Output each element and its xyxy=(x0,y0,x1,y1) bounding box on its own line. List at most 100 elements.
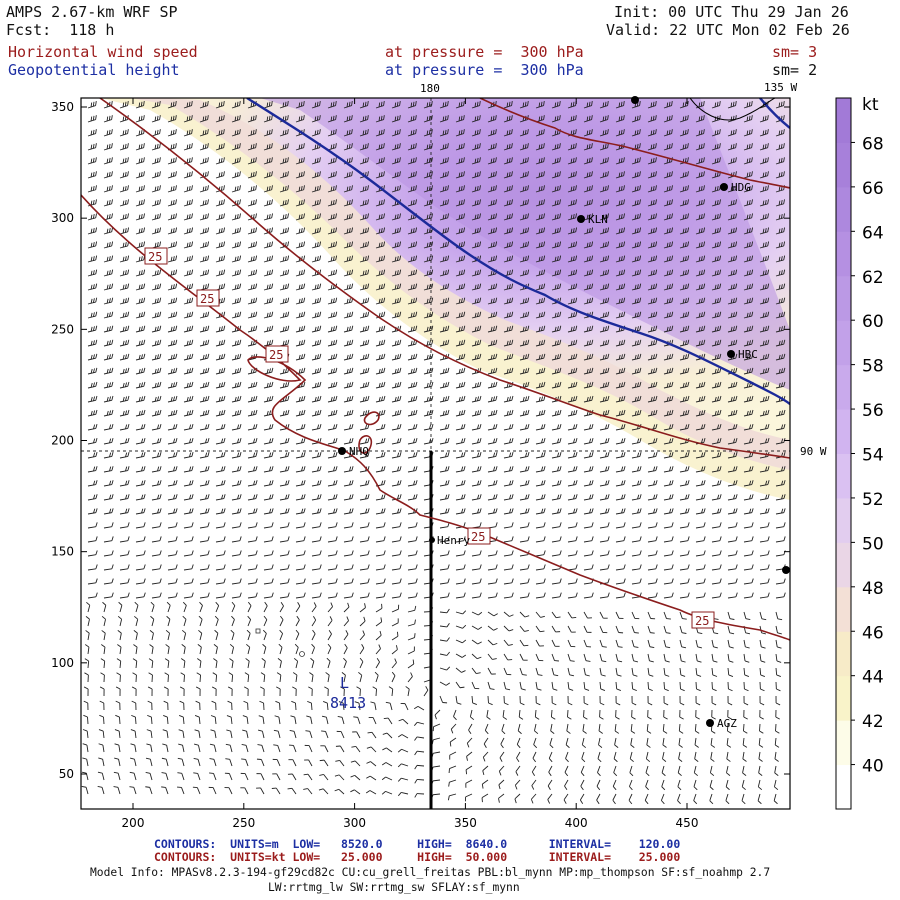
wind-barb xyxy=(231,171,241,179)
wind-barb xyxy=(679,452,690,459)
wind-barb xyxy=(487,564,498,571)
wind-barb xyxy=(103,438,114,445)
wind-barb xyxy=(775,480,786,487)
wind-barb xyxy=(615,283,626,291)
wind-barb xyxy=(743,522,754,529)
wind-barb xyxy=(711,199,721,207)
wind-barb xyxy=(519,578,530,585)
wind-barb xyxy=(439,637,450,642)
wind-barb xyxy=(599,311,610,319)
wind-barb xyxy=(167,423,178,431)
wind-shading-core xyxy=(260,98,790,390)
wind-barb xyxy=(471,283,482,291)
wind-barb xyxy=(487,353,498,361)
wind-barb xyxy=(103,325,114,333)
wind-barb xyxy=(551,592,562,599)
wind-barb xyxy=(135,297,146,305)
wind-barb xyxy=(167,550,178,557)
wind-barb xyxy=(471,423,482,431)
wind-barb xyxy=(519,625,529,632)
wind-barb xyxy=(215,115,225,123)
wind-barb xyxy=(423,297,434,305)
wind-barb xyxy=(183,339,194,347)
wind-barb xyxy=(359,395,370,403)
wind-barb xyxy=(327,409,338,417)
wind-barb xyxy=(711,381,722,389)
wind-barb xyxy=(663,395,674,403)
wind-barb xyxy=(407,480,418,487)
wind-barb xyxy=(583,129,593,137)
wind-barb xyxy=(519,508,530,515)
contour-label-2: 25 xyxy=(196,289,220,307)
wind-barb xyxy=(775,129,785,137)
wind-barb xyxy=(151,494,162,501)
wind-barb xyxy=(167,367,178,375)
wind-barb xyxy=(439,536,450,543)
wind-barb xyxy=(343,438,354,445)
wind-barb xyxy=(519,438,530,445)
wind-barb xyxy=(551,241,562,249)
wind-barb xyxy=(663,438,674,445)
wind-barb xyxy=(246,629,251,641)
wind-barb xyxy=(535,171,545,179)
wind-barb xyxy=(455,508,466,515)
station-top-marker xyxy=(631,96,639,104)
wind-barb xyxy=(711,129,721,137)
wind-barb xyxy=(583,395,594,403)
wind-barb xyxy=(167,508,178,515)
wind-barb xyxy=(583,536,594,543)
wind-barb xyxy=(551,452,562,459)
wind-barb xyxy=(679,466,690,473)
wind-barb xyxy=(599,339,610,347)
station-label: Henry xyxy=(437,534,470,547)
wind-barb xyxy=(599,171,609,179)
wind-barb xyxy=(311,297,322,305)
wind-barb xyxy=(455,283,466,291)
wind-barb xyxy=(295,157,305,165)
wind-barb xyxy=(631,508,642,515)
wind-barb xyxy=(311,199,321,207)
wind-barb xyxy=(423,381,434,389)
wind-barb xyxy=(327,339,338,347)
wind-barb xyxy=(231,311,242,319)
wind-barb xyxy=(519,129,529,137)
wind-barb xyxy=(343,550,354,557)
wind-barb xyxy=(231,129,241,137)
wind-barb xyxy=(375,283,386,291)
wind-barb xyxy=(727,339,738,347)
wind-barb xyxy=(391,631,399,641)
wind-barb xyxy=(503,466,514,473)
wind-barb xyxy=(759,297,770,305)
wind-barb xyxy=(423,143,433,151)
wind-barb xyxy=(631,578,642,585)
wind-barb xyxy=(695,269,706,277)
wind-barb xyxy=(149,630,154,641)
wind-barb xyxy=(199,522,210,529)
wind-barb xyxy=(631,564,642,571)
wind-barb xyxy=(439,423,450,431)
wind-barb xyxy=(391,466,402,473)
contour-label-1: 25 xyxy=(144,247,168,265)
wind-barb xyxy=(679,325,690,333)
wind-barb xyxy=(519,185,529,193)
wind-barb xyxy=(167,522,178,529)
wind-barb xyxy=(535,578,546,585)
wind-barb xyxy=(551,536,562,543)
wind-barb xyxy=(535,423,546,431)
wind-barb xyxy=(311,578,322,585)
wind-barb xyxy=(583,494,594,501)
wind-barb xyxy=(327,508,338,515)
wind-barb xyxy=(487,143,497,151)
wind-barb xyxy=(263,143,273,151)
wind-barb xyxy=(103,592,114,599)
wind-barb xyxy=(759,550,770,557)
wind-barb xyxy=(503,522,514,529)
wind-barb xyxy=(567,409,578,417)
wind-barb xyxy=(535,639,544,647)
wind-barb xyxy=(167,185,177,193)
wind-barb xyxy=(535,199,545,207)
wind-barb xyxy=(199,241,210,249)
wind-barb xyxy=(663,129,673,137)
wind-barb xyxy=(101,644,106,655)
contour-label-4: 25 xyxy=(467,527,491,545)
